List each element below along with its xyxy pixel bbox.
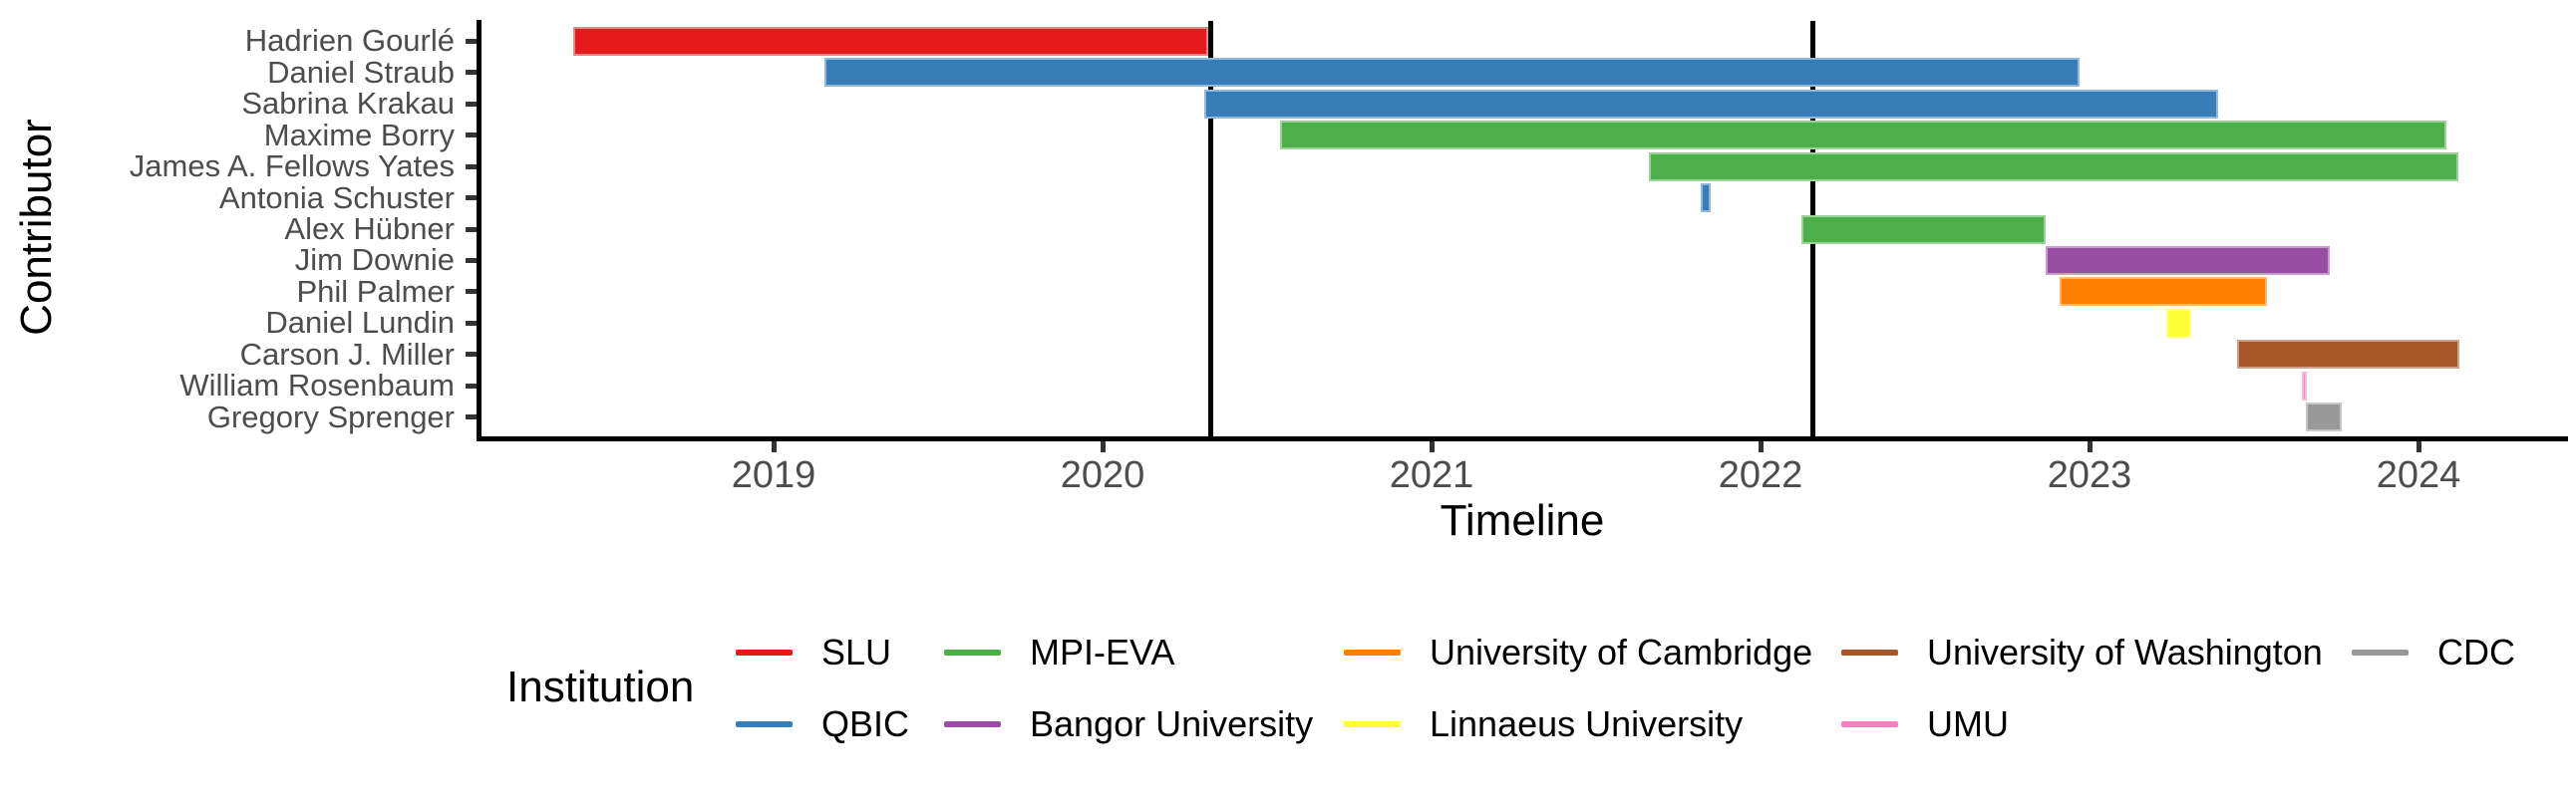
y-axis-title: Contributor	[12, 119, 61, 336]
legend-label-university-of-washington: University of Washington	[1927, 632, 2323, 672]
legend-title: Institution	[506, 663, 695, 711]
y-tick-mark	[466, 38, 477, 44]
gantt-bar-daniel-straub	[824, 58, 2081, 88]
gantt-bar-alex-h-bner	[1800, 214, 2047, 244]
gantt-bar-sabrina-krakau	[1204, 89, 2218, 119]
x-axis-line	[477, 436, 2568, 441]
x-tick-mark	[2415, 441, 2421, 452]
gantt-bar-hadrien-gourl	[572, 26, 1208, 56]
legend-label-university-of-cambridge: University of Cambridge	[1430, 632, 1813, 672]
x-tick-label: 2020	[1060, 454, 1145, 496]
event-line	[1208, 21, 1214, 436]
y-tick-label: James A. Fellows Yates	[129, 148, 455, 184]
legend-key-mpi-eva	[944, 650, 1001, 656]
gantt-bar-maxime-borry	[1280, 121, 2447, 150]
y-tick-label: Maxime Borry	[263, 117, 455, 152]
y-tick-label: Antonia Schuster	[218, 179, 455, 215]
y-tick-label: Daniel Straub	[267, 54, 455, 90]
y-tick-label: Alex Hübner	[284, 211, 455, 246]
y-tick-mark	[466, 383, 477, 389]
y-tick-label: Jim Downie	[294, 242, 455, 278]
y-tick-label: William Rosenbaum	[179, 368, 455, 403]
legend-key-university-of-cambridge	[1344, 650, 1401, 656]
y-tick-label: Gregory Sprenger	[206, 399, 455, 434]
legend-label-bangor-university: Bangor University	[1030, 703, 1314, 744]
x-tick-mark	[771, 441, 777, 452]
gantt-bar-gregory-sprenger	[2306, 403, 2342, 432]
gantt-bar-james-a-fellows-yates	[1648, 151, 2458, 181]
y-tick-mark	[466, 101, 477, 107]
legend-key-university-of-washington	[1841, 650, 1898, 656]
y-axis-line	[477, 20, 482, 441]
y-tick-mark	[466, 195, 477, 201]
y-tick-mark	[466, 257, 477, 263]
gantt-bar-antonia-schuster	[1700, 183, 1711, 213]
legend-key-linnaeus-university	[1344, 721, 1401, 727]
legend-key-umu	[1841, 721, 1898, 727]
y-tick-label: Phil Palmer	[296, 273, 456, 309]
legend-label-cdc: CDC	[2437, 632, 2515, 672]
y-tick-mark	[466, 133, 477, 138]
gantt-bar-jim-downie	[2046, 245, 2330, 275]
x-tick-mark	[1100, 441, 1106, 452]
x-tick-mark	[1758, 441, 1764, 452]
y-tick-mark	[466, 320, 477, 326]
y-tick-mark	[466, 414, 477, 420]
y-tick-mark	[466, 289, 477, 295]
y-tick-mark	[466, 352, 477, 358]
legend-key-qbic	[736, 721, 793, 727]
x-tick-label: 2024	[2376, 454, 2461, 496]
x-tick-label: 2021	[1389, 454, 1474, 496]
y-tick-mark	[466, 226, 477, 232]
x-tick-mark	[2087, 441, 2093, 452]
x-tick-mark	[1429, 441, 1435, 452]
legend-label-slu: SLU	[821, 632, 892, 672]
legend-label-mpi-eva: MPI-EVA	[1030, 632, 1175, 672]
y-tick-label: Daniel Lundin	[265, 305, 455, 341]
x-tick-label: 2019	[731, 454, 816, 496]
y-tick-label: Carson J. Miller	[239, 336, 455, 372]
gantt-bar-carson-j-miller	[2236, 340, 2459, 370]
x-tick-label: 2023	[2047, 454, 2132, 496]
legend-label-linnaeus-university: Linnaeus University	[1430, 703, 1744, 744]
legend-key-bangor-university	[944, 721, 1001, 727]
legend-key-cdc	[2352, 650, 2409, 656]
legend-label-umu: UMU	[1927, 703, 2009, 744]
y-tick-mark	[466, 70, 477, 76]
y-tick-label: Sabrina Krakau	[241, 86, 455, 122]
gantt-bar-phil-palmer	[2060, 277, 2268, 307]
x-axis-title: Timeline	[1440, 496, 1605, 545]
x-tick-label: 2022	[1718, 454, 1803, 496]
legend-label-qbic: QBIC	[821, 703, 910, 744]
gantt-bar-william-rosenbaum	[2301, 371, 2308, 401]
y-tick-label: Hadrien Gourlé	[244, 23, 455, 59]
legend-key-slu	[736, 650, 793, 656]
y-tick-mark	[466, 163, 477, 169]
gantt-bar-daniel-lundin	[2165, 308, 2192, 338]
